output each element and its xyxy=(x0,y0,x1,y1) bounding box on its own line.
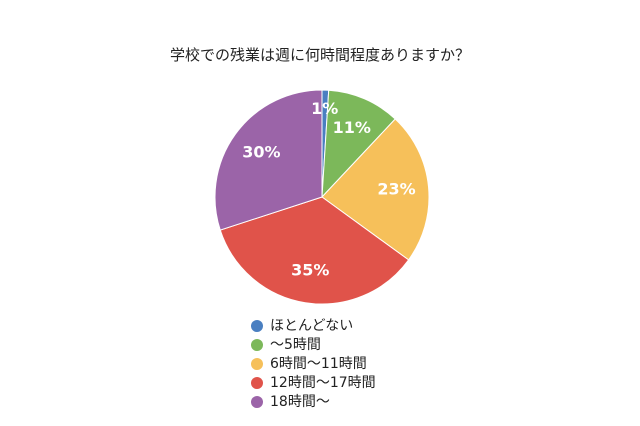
legend-label: 〜5時間 xyxy=(270,337,321,353)
data-label: 23% xyxy=(377,179,415,198)
data-label: 30% xyxy=(242,142,280,161)
data-label: 35% xyxy=(291,260,329,279)
chart-title: 学校での残業は週に何時間程度ありますか？ xyxy=(170,46,470,64)
pie-slice xyxy=(321,89,396,199)
pie-slice xyxy=(219,196,410,305)
legend-marker xyxy=(251,377,263,389)
legend-marker xyxy=(251,339,263,351)
legend-label: 18時間〜 xyxy=(270,394,330,410)
pie-slice xyxy=(214,89,323,231)
legend-label: 12時間〜17時間 xyxy=(270,375,376,391)
legend-label: ほとんどない xyxy=(270,318,353,334)
legend-label: 6時間〜11時間 xyxy=(270,356,367,372)
legend-marker xyxy=(251,396,263,408)
legend-marker xyxy=(251,320,263,332)
legend-marker xyxy=(251,358,263,370)
pie-slice xyxy=(321,118,430,261)
data-label: 1% xyxy=(311,99,338,118)
data-label: 11% xyxy=(333,118,371,137)
